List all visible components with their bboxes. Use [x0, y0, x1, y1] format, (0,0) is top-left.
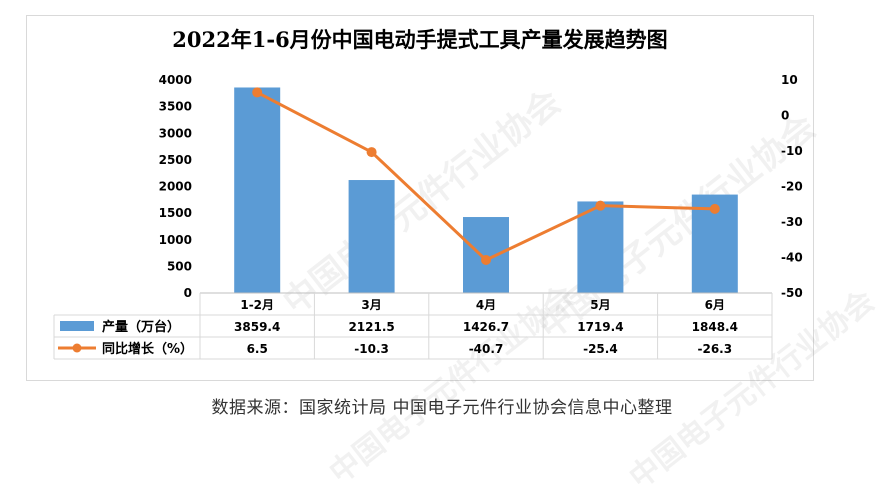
y-left-tick-label: 3000 [159, 126, 192, 140]
x-tick-label: 6月 [705, 298, 725, 312]
y-right-tick-label: -40 [781, 251, 803, 265]
data-table-cell: 1848.4 [692, 320, 738, 334]
line-point [481, 254, 491, 265]
legend-key-bar [60, 321, 94, 331]
y-left-tick-label: 3500 [159, 100, 192, 114]
chart-title: 2022年1-6月份中国电动手提式工具产量发展趋势图 [172, 27, 668, 52]
x-tick-label: 5月 [590, 298, 610, 312]
y-left-tick-label: 1500 [159, 206, 192, 220]
bar [234, 87, 281, 293]
legend-key-marker [72, 343, 82, 353]
y-left-tick-label: 1000 [159, 233, 192, 247]
x-tick-label: 3月 [361, 298, 381, 312]
legend-label: 同比增长（%） [102, 341, 193, 357]
y-left-tick-label: 4000 [159, 73, 192, 87]
data-table-cell: -26.3 [698, 342, 733, 356]
data-table-cell: -25.4 [583, 342, 618, 356]
y-right-tick-label: -20 [781, 180, 803, 194]
bar [348, 180, 395, 293]
combo-chart: 0 500 1000 1500 2000 2500 3000 3500 4000 -50 -40 -3… [53, 73, 803, 360]
y-right-tick-label: -50 [781, 286, 803, 300]
x-tick-label: 4月 [476, 298, 496, 312]
y-right-tick-label: 10 [781, 73, 798, 87]
x-tick-label: 1-2月 [240, 298, 274, 312]
y-right-tick-label: -30 [781, 215, 803, 229]
data-table-cell: 3859.4 [234, 320, 280, 334]
data-table-cell: 1426.7 [463, 320, 509, 334]
data-table-cell: 1719.4 [577, 320, 623, 334]
data-table-cell: 6.5 [247, 342, 268, 356]
line-point [595, 200, 606, 211]
legend-label: 产量（万台） [102, 319, 180, 335]
y-left-tick-label: 2000 [159, 180, 192, 194]
source-note: 数据来源：国家统计局 中国电子元件行业协会信息中心整理 [211, 398, 673, 418]
line-point [366, 147, 377, 158]
y-right-tick-label: 0 [781, 109, 789, 123]
bar [577, 201, 624, 293]
y-left-tick-label: 500 [167, 259, 192, 273]
y-right-tick-label: -10 [781, 144, 803, 158]
y-left-tick-label: 0 [184, 286, 192, 300]
data-table-cell: 2121.5 [348, 320, 394, 334]
line-point [252, 87, 263, 98]
line-point [709, 203, 720, 214]
y-left-tick-label: 2500 [159, 153, 192, 167]
data-table-cell: -10.3 [354, 342, 389, 356]
data-table-cell: -40.7 [469, 342, 504, 356]
